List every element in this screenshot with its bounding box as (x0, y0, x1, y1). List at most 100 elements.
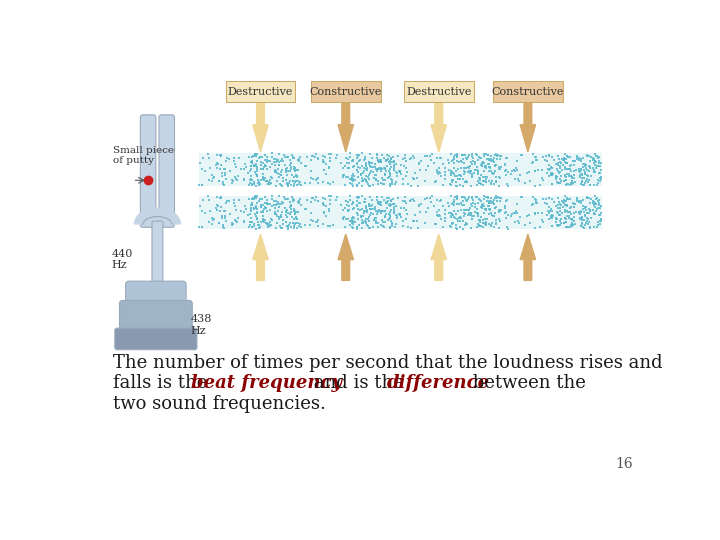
Point (508, 166, 520, 174)
Point (250, 193, 261, 202)
Point (246, 158, 258, 167)
Point (552, 209, 564, 218)
Point (292, 215, 303, 224)
Point (374, 164, 385, 172)
Point (386, 177, 397, 186)
Point (474, 173, 486, 182)
Point (541, 199, 553, 208)
Point (354, 206, 366, 214)
Point (463, 209, 474, 218)
Point (483, 160, 495, 168)
Point (281, 213, 292, 221)
Point (207, 171, 218, 179)
Point (248, 205, 260, 213)
Point (374, 155, 385, 164)
Point (254, 194, 266, 203)
Point (590, 157, 601, 165)
Point (559, 172, 571, 180)
Point (557, 160, 569, 169)
Point (482, 193, 494, 202)
Point (215, 194, 227, 202)
Point (258, 163, 270, 171)
Point (378, 180, 390, 188)
Point (459, 193, 470, 201)
Point (475, 203, 487, 212)
Point (482, 173, 493, 181)
Point (248, 178, 260, 186)
Point (385, 196, 397, 205)
Point (356, 216, 367, 225)
Point (243, 195, 255, 204)
Point (276, 155, 287, 164)
Point (381, 151, 392, 160)
Point (305, 208, 316, 217)
Point (217, 180, 229, 189)
Point (588, 159, 600, 167)
Point (451, 199, 462, 208)
Text: falls is the: falls is the (113, 374, 213, 393)
Point (511, 208, 523, 217)
Point (356, 169, 367, 178)
Point (389, 165, 400, 174)
Point (388, 203, 400, 212)
Point (456, 193, 467, 201)
Point (488, 169, 500, 178)
Point (385, 155, 397, 164)
Point (379, 164, 391, 173)
Point (471, 193, 482, 201)
Point (529, 181, 541, 190)
Point (456, 158, 468, 167)
Bar (199, 195, 601, 229)
Point (439, 174, 451, 183)
Point (384, 182, 396, 191)
FancyArrow shape (520, 103, 536, 152)
Point (573, 166, 585, 175)
Point (206, 177, 217, 186)
Point (354, 198, 366, 207)
Point (580, 161, 591, 170)
Point (456, 200, 468, 209)
Point (462, 220, 473, 228)
Point (254, 222, 266, 231)
Point (559, 197, 571, 206)
Point (561, 223, 572, 232)
Point (562, 165, 574, 173)
Point (264, 157, 276, 166)
Point (245, 204, 256, 213)
Point (346, 219, 358, 227)
Point (230, 217, 242, 226)
Point (550, 175, 562, 184)
Point (566, 173, 577, 182)
Point (584, 199, 595, 208)
Point (490, 215, 502, 224)
Point (376, 165, 387, 173)
Point (557, 208, 568, 217)
Point (248, 194, 259, 203)
Point (472, 210, 484, 218)
Point (379, 170, 391, 178)
Point (258, 165, 269, 174)
Point (412, 217, 423, 225)
Point (583, 209, 595, 218)
Point (485, 152, 496, 160)
Point (370, 171, 382, 180)
Point (270, 167, 282, 176)
Point (482, 202, 494, 211)
Point (266, 192, 277, 200)
Point (445, 150, 456, 158)
Point (251, 157, 263, 165)
Point (233, 195, 245, 204)
Point (256, 203, 267, 212)
Point (364, 200, 375, 208)
Point (454, 223, 466, 232)
Point (592, 204, 603, 213)
Point (509, 209, 521, 218)
Point (543, 208, 554, 217)
Point (492, 151, 504, 159)
Point (531, 153, 542, 162)
Point (584, 157, 595, 165)
Point (436, 214, 447, 223)
Point (557, 166, 568, 175)
Point (547, 170, 559, 178)
Point (405, 181, 417, 190)
